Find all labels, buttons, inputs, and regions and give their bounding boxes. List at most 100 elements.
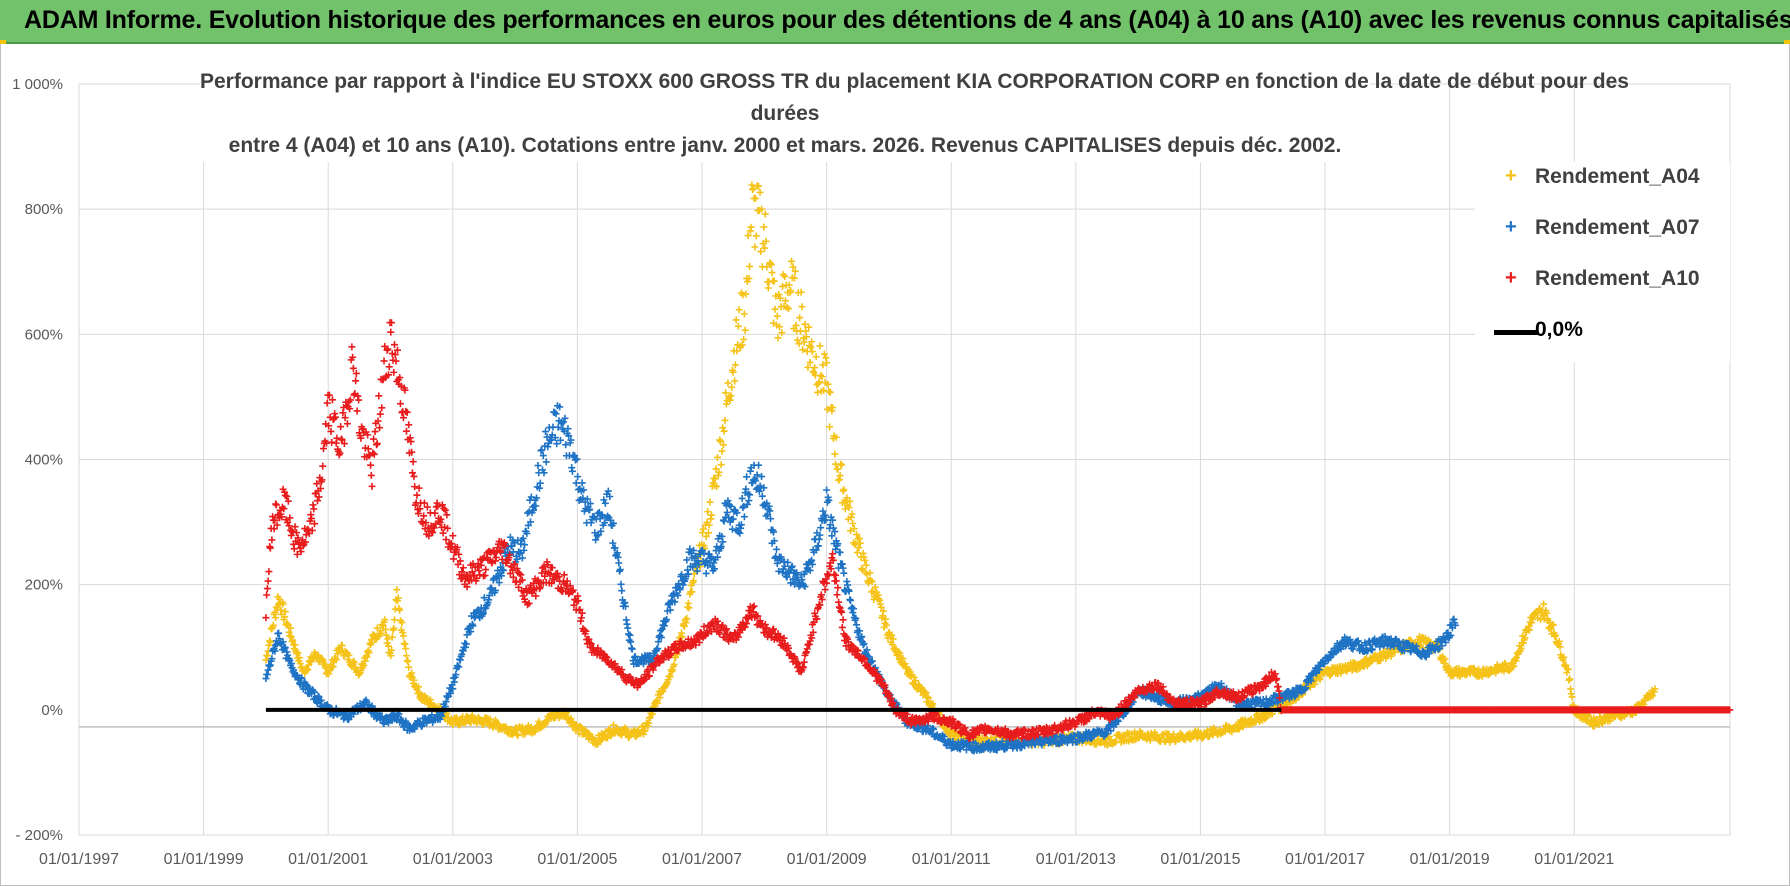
data-point <box>439 529 447 537</box>
data-point <box>272 614 280 622</box>
data-point <box>861 556 869 564</box>
data-point <box>380 357 388 365</box>
data-point <box>404 657 412 665</box>
data-point <box>733 347 741 355</box>
data-point <box>597 736 605 744</box>
data-point <box>678 632 686 640</box>
data-point <box>720 427 728 435</box>
data-point <box>899 655 907 663</box>
data-point <box>787 287 795 295</box>
data-point <box>838 623 846 631</box>
data-point <box>393 586 401 594</box>
data-point <box>811 364 819 372</box>
data-point <box>705 521 713 529</box>
data-point <box>381 616 389 624</box>
data-point <box>332 656 340 664</box>
data-point <box>823 486 831 494</box>
data-point <box>834 465 842 473</box>
data-point <box>279 638 287 646</box>
data-point <box>848 510 856 518</box>
data-point <box>382 631 390 639</box>
data-point <box>776 323 784 331</box>
data-point <box>761 244 769 252</box>
data-point <box>396 606 404 614</box>
data-point <box>871 583 879 591</box>
data-point <box>1568 693 1576 701</box>
data-point <box>720 517 728 525</box>
data-point <box>888 631 896 639</box>
banner-corner-right <box>1784 40 1790 44</box>
data-point <box>373 440 381 448</box>
data-point <box>802 333 810 341</box>
data-point <box>615 559 623 567</box>
data-point <box>808 338 816 346</box>
series-Rendement_A04 <box>262 181 1659 749</box>
data-point <box>824 380 832 388</box>
data-point <box>376 424 384 432</box>
data-point <box>731 377 739 385</box>
data-point <box>751 243 759 251</box>
data-point <box>688 588 696 596</box>
data-point <box>654 699 662 707</box>
data-point <box>378 404 386 412</box>
data-point <box>836 472 844 480</box>
data-point <box>833 591 841 599</box>
data-point <box>868 578 876 586</box>
data-point <box>296 654 304 662</box>
data-point <box>411 483 419 491</box>
data-point <box>789 263 797 271</box>
data-point <box>866 569 874 577</box>
data-point <box>352 377 360 385</box>
data-point <box>767 261 775 269</box>
data-point <box>1562 661 1570 669</box>
data-point <box>287 624 295 632</box>
data-point <box>732 316 740 324</box>
data-point <box>618 587 626 595</box>
data-point <box>367 471 375 479</box>
data-point <box>313 497 321 505</box>
data-point <box>882 615 890 623</box>
data-point <box>840 486 848 494</box>
data-point <box>410 676 418 684</box>
data-point <box>286 632 294 640</box>
data-point <box>832 577 840 585</box>
data-point <box>853 549 861 557</box>
data-point <box>778 329 786 337</box>
data-point <box>1564 665 1572 673</box>
data-point <box>717 461 725 469</box>
data-point <box>410 472 418 480</box>
data-point <box>360 661 368 669</box>
data-point <box>735 306 743 314</box>
data-point <box>797 288 805 296</box>
data-point <box>776 294 784 302</box>
data-point <box>808 348 816 356</box>
data-point <box>601 499 609 507</box>
data-point <box>856 539 864 547</box>
data-point <box>625 630 633 638</box>
data-point <box>826 423 834 431</box>
data-point <box>704 508 712 516</box>
data-point <box>791 267 799 275</box>
data-point <box>798 303 806 311</box>
data-point <box>867 577 875 585</box>
data-point <box>800 658 808 666</box>
data-point <box>741 326 749 334</box>
data-point <box>799 346 807 354</box>
data-point <box>819 361 827 369</box>
data-point <box>1540 600 1548 608</box>
data-point <box>431 509 439 517</box>
data-point <box>817 372 825 380</box>
data-point <box>685 604 693 612</box>
data-point <box>817 524 825 532</box>
data-point <box>535 717 543 725</box>
data-point <box>785 281 793 289</box>
data-point <box>498 555 506 563</box>
series-layer <box>262 181 1734 755</box>
data-point <box>298 674 306 682</box>
data-point <box>279 600 287 608</box>
data-point <box>831 450 839 458</box>
data-point <box>415 484 423 492</box>
data-point <box>821 586 829 594</box>
data-point <box>910 673 918 681</box>
